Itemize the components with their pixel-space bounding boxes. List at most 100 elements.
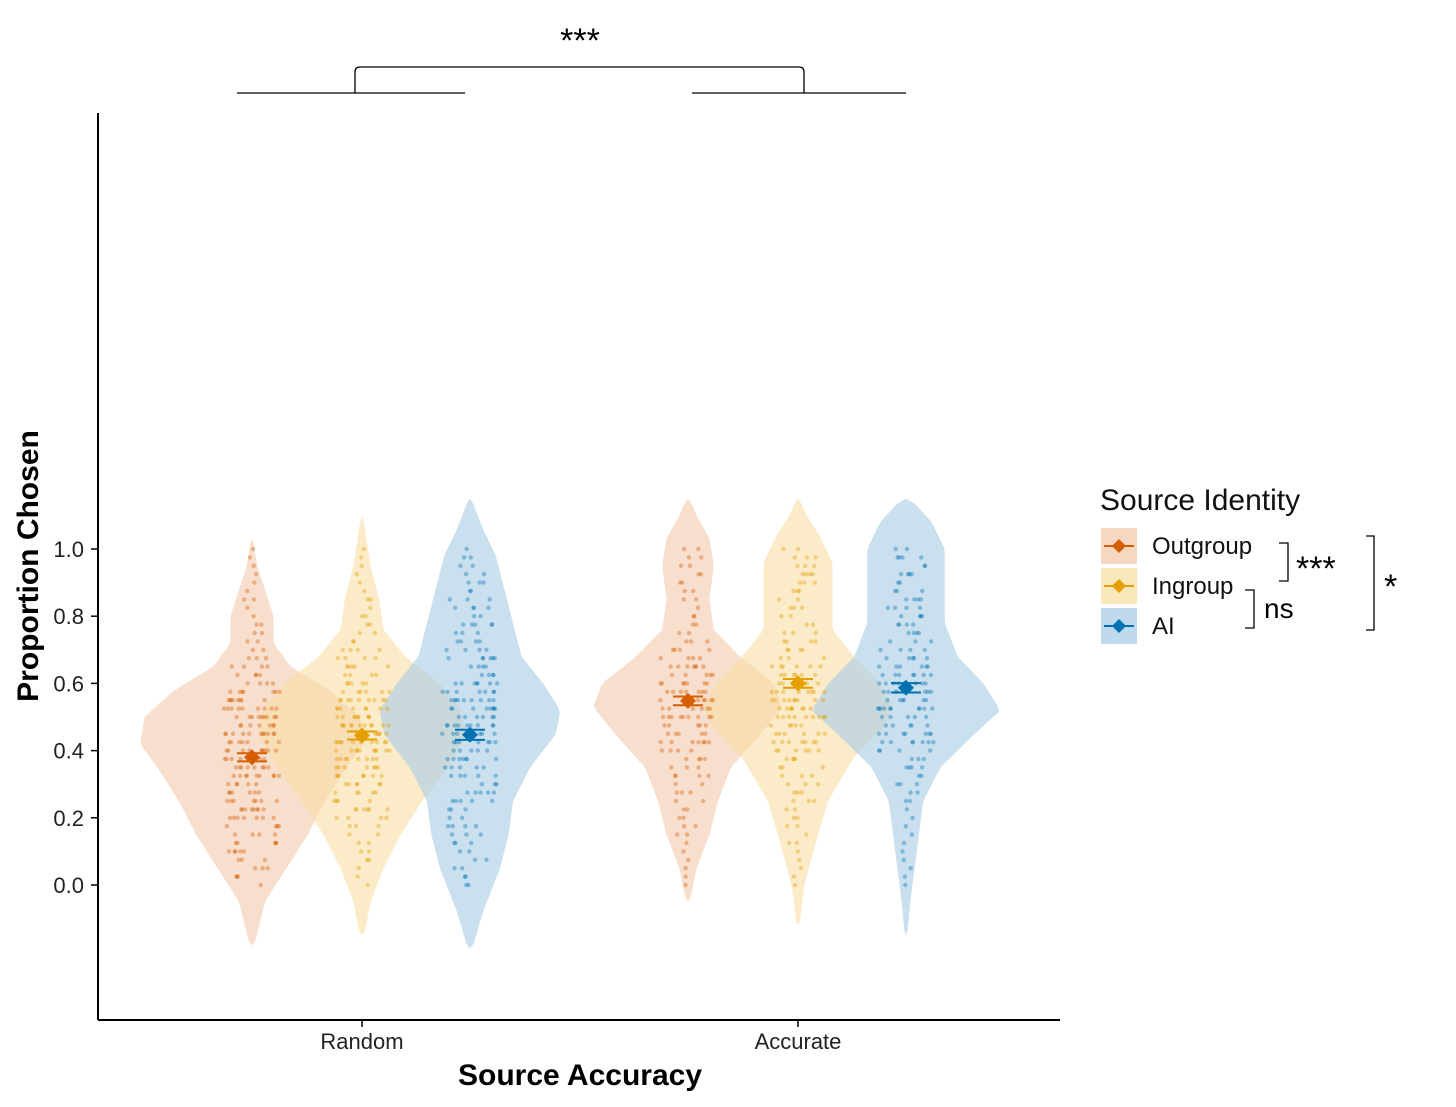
data-point	[779, 773, 785, 778]
data-point	[340, 689, 346, 694]
data-point	[360, 681, 365, 686]
data-point	[811, 798, 817, 804]
data-point	[272, 731, 277, 736]
data-point	[356, 866, 361, 871]
data-point	[251, 614, 256, 619]
data-point	[784, 706, 790, 711]
data-point	[710, 672, 715, 678]
data-point	[682, 588, 687, 594]
data-point	[449, 765, 454, 770]
data-point	[347, 672, 353, 678]
data-point	[444, 723, 450, 728]
data-point	[343, 656, 348, 661]
data-point	[236, 857, 241, 862]
data-point	[478, 614, 483, 619]
top-significance-label: ***	[560, 22, 600, 60]
data-point	[793, 723, 798, 728]
data-point	[795, 546, 801, 552]
data-point	[803, 740, 808, 745]
data-point	[923, 698, 929, 703]
data-point	[354, 782, 360, 787]
data-point	[794, 664, 800, 669]
data-point	[688, 790, 693, 795]
data-point	[451, 748, 456, 753]
data-point	[263, 748, 268, 753]
data-point	[780, 714, 786, 720]
data-point	[492, 689, 497, 694]
data-point	[227, 815, 233, 820]
data-point	[477, 689, 482, 694]
data-point	[876, 748, 882, 753]
data-point	[786, 647, 791, 652]
data-point	[447, 807, 452, 812]
data-point	[370, 756, 375, 762]
data-point	[361, 546, 366, 552]
data-point	[342, 672, 348, 678]
legend: Outgroup Ingroup AI	[1101, 528, 1252, 644]
data-point	[685, 664, 690, 669]
data-point	[225, 706, 231, 711]
data-point	[229, 756, 234, 762]
data-point	[240, 807, 245, 812]
data-point	[795, 563, 800, 568]
data-point	[924, 656, 930, 661]
data-point	[258, 681, 263, 686]
data-point	[692, 614, 697, 619]
data-point	[880, 672, 885, 678]
data-point	[334, 756, 339, 762]
data-point	[804, 572, 809, 577]
data-point	[667, 706, 672, 711]
data-point	[812, 698, 818, 703]
data-point	[909, 723, 914, 728]
data-point	[491, 714, 497, 720]
data-point	[882, 706, 887, 711]
mean-markers-layer	[237, 675, 921, 766]
data-point	[362, 656, 367, 661]
data-point	[247, 731, 252, 736]
data-point	[235, 672, 240, 678]
data-point	[768, 723, 774, 728]
data-point	[910, 815, 915, 820]
data-point	[471, 605, 476, 610]
data-point	[803, 563, 808, 568]
legend-diamond	[1112, 539, 1126, 553]
data-point	[791, 874, 796, 879]
data-point	[791, 756, 797, 762]
data-point	[682, 546, 687, 552]
data-point	[452, 840, 457, 846]
data-point	[374, 740, 380, 745]
data-point	[463, 572, 469, 577]
data-point	[904, 597, 909, 602]
data-point	[911, 656, 917, 661]
data-point	[263, 656, 269, 661]
data-point	[777, 706, 782, 711]
data-point	[346, 698, 351, 703]
data-point	[493, 740, 498, 745]
data-point	[451, 740, 457, 745]
data-point	[922, 563, 927, 568]
data-point	[920, 588, 925, 594]
data-point	[227, 790, 232, 795]
data-point	[262, 857, 267, 862]
data-point	[475, 681, 480, 686]
data-point	[333, 748, 339, 753]
mean-diamond	[462, 726, 478, 743]
data-point	[910, 740, 916, 745]
data-point	[792, 672, 797, 678]
data-point	[677, 580, 683, 585]
data-point	[926, 740, 931, 745]
data-point	[907, 572, 912, 577]
data-point	[366, 807, 372, 812]
data-point	[795, 790, 800, 795]
data-point	[459, 681, 464, 686]
data-point	[259, 664, 265, 669]
data-point	[354, 807, 359, 812]
data-point	[910, 656, 916, 661]
data-point	[799, 723, 804, 728]
data-point	[876, 731, 882, 736]
data-point	[242, 597, 247, 602]
data-point	[804, 681, 809, 686]
data-point	[907, 798, 913, 804]
data-point	[458, 798, 463, 804]
data-point	[350, 706, 356, 711]
